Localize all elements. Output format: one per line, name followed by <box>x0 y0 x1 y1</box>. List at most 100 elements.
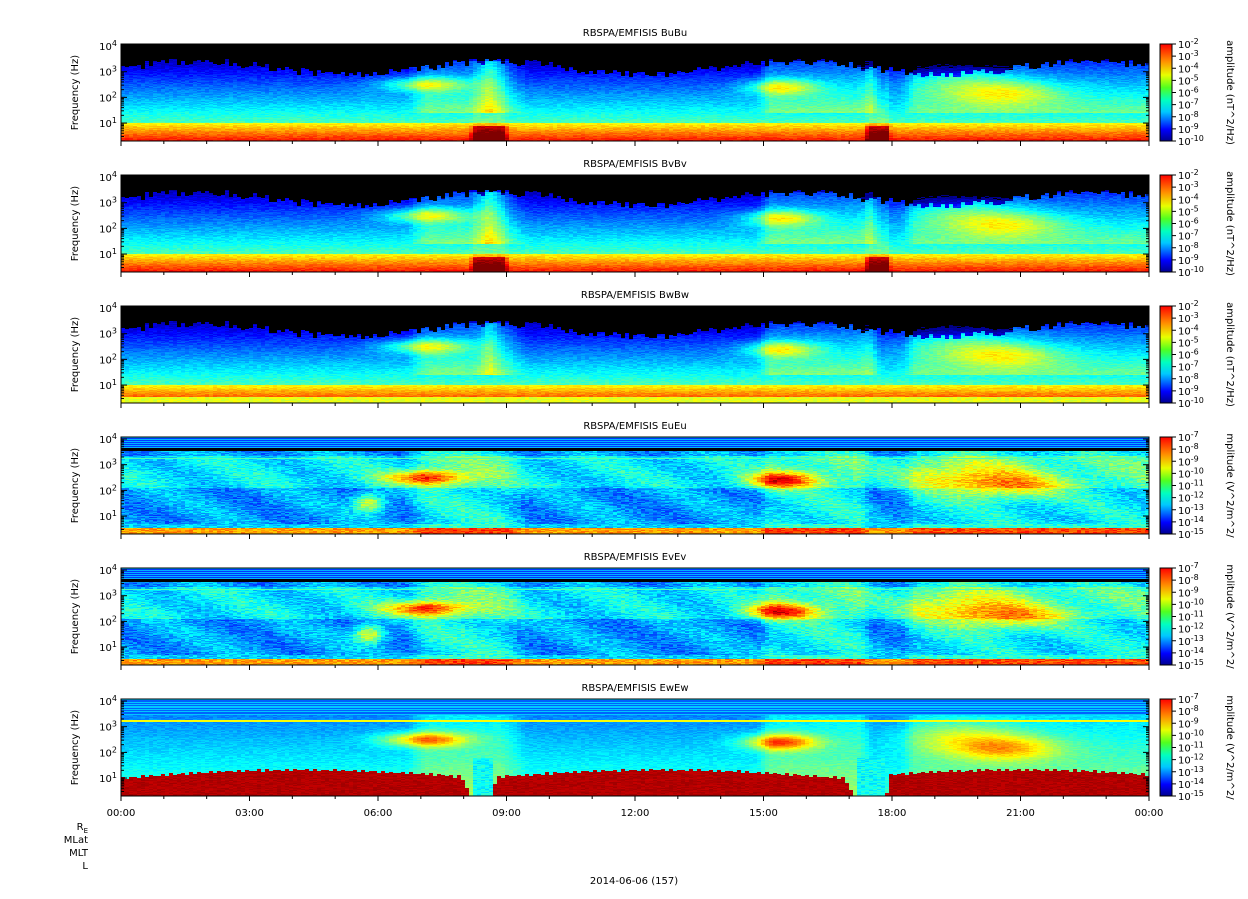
colorbar-tick-label: 10-7 <box>1178 98 1199 112</box>
y-tick-label: 102 <box>99 483 117 497</box>
y-tick-label: 101 <box>99 247 117 261</box>
y-tick-label: 103 <box>99 196 117 210</box>
ephemeris-label-re: RE <box>77 822 88 835</box>
y-axis-label: Frequency (Hz) <box>70 317 81 393</box>
colorbar-tick-label: 10-6 <box>1178 217 1199 231</box>
y-tick-label: 103 <box>99 589 117 603</box>
colorbar-tick-label: 10-8 <box>1178 704 1199 718</box>
y-tick-label: 101 <box>99 378 117 392</box>
colorbar-tick-label: 10-9 <box>1178 716 1199 730</box>
y-tick-label: 101 <box>99 116 117 130</box>
colorbar-tick-label: 10-2 <box>1178 299 1199 313</box>
colorbar-tick-label: 10-8 <box>1178 442 1199 456</box>
colorbar <box>1159 174 1173 273</box>
y-tick-label: 103 <box>99 65 117 79</box>
date-label: 2014-06-06 (157) <box>590 876 678 887</box>
colorbar-tick-label: 10-9 <box>1178 384 1199 398</box>
y-tick-label: 104 <box>99 432 117 446</box>
colorbar-tick-label: 10-5 <box>1178 204 1199 218</box>
spectrogram-panel-3: RBSPA/EMFISIS BwBw Frequency (Hz) 101 102 10… <box>70 290 1235 410</box>
colorbar-tick-label: 10-12 <box>1178 622 1204 636</box>
colorbar-tick-label: 10-13 <box>1178 765 1204 779</box>
colorbar-tick-label: 10-15 <box>1178 658 1204 672</box>
colorbar-tick-label: 10-12 <box>1178 753 1204 767</box>
colorbar-tick-label: 10-13 <box>1178 503 1204 517</box>
ephemeris-label-mlt: MLT <box>69 848 89 859</box>
colorbar-tick-label: 10-9 <box>1178 585 1199 599</box>
colorbar-tick-label: 10-14 <box>1178 777 1204 791</box>
colorbar-tick-label: 10-3 <box>1178 311 1199 325</box>
colorbar-tick-label: 10-10 <box>1178 396 1204 410</box>
colorbar-tick-label: 10-3 <box>1178 49 1199 63</box>
y-tick-label: 102 <box>99 221 117 235</box>
spectrogram-image <box>121 437 1149 534</box>
colorbar-tick-label: 10-10 <box>1178 134 1204 148</box>
y-tick-label: 103 <box>99 458 117 472</box>
colorbar-tick-label: 10-5 <box>1178 73 1199 87</box>
ephemeris-label-l: L <box>82 861 88 872</box>
y-axis-label: Frequency (Hz) <box>70 55 81 131</box>
y-tick-label: 102 <box>99 745 117 759</box>
y-tick-label: 104 <box>99 563 117 577</box>
colorbar-tick-label: 10-8 <box>1178 241 1199 255</box>
y-tick-label: 104 <box>99 170 117 184</box>
colorbar-tick-label: 10-4 <box>1178 323 1199 337</box>
spectrogram-panel-4: RBSPA/EMFISIS EuEu Frequency (Hz) 101 102 10… <box>70 421 1235 541</box>
spectrogram-panel-2: RBSPA/EMFISIS BvBv Frequency (Hz) 101 102 10… <box>70 159 1235 279</box>
colorbar-tick-label: 10-8 <box>1178 372 1199 386</box>
spectrogram-panel-5: RBSPA/EMFISIS EvEv Frequency (Hz) 101 102 10… <box>70 552 1235 672</box>
spectrogram-image <box>121 306 1149 403</box>
colorbar <box>1159 436 1173 535</box>
colorbar <box>1159 43 1173 142</box>
colorbar-tick-label: 10-7 <box>1178 229 1199 243</box>
y-axis-label: Frequency (Hz) <box>70 579 81 655</box>
spectrogram-image <box>121 568 1149 665</box>
colorbar-tick-label: 10-15 <box>1178 527 1204 541</box>
colorbar-tick-label: 10-3 <box>1178 180 1199 194</box>
y-tick-label: 103 <box>99 720 117 734</box>
colorbar-tick-label: 10-2 <box>1178 37 1199 51</box>
panel-title: RBSPA/EMFISIS EwEw <box>581 683 688 694</box>
colorbar-tick-label: 10-4 <box>1178 192 1199 206</box>
x-tick-label: 00:00 <box>107 808 136 819</box>
figure-footer: RE MLat MLT L 2014-06-06 (157) <box>64 822 678 887</box>
spectrogram-image <box>121 175 1149 272</box>
colorbar-tick-label: 10-7 <box>1178 692 1199 706</box>
colorbar-label: mplitude (V^2/m^2/ <box>1224 433 1235 538</box>
colorbar-tick-label: 10-13 <box>1178 634 1204 648</box>
y-tick-label: 101 <box>99 640 117 654</box>
colorbar-tick-label: 10-15 <box>1178 789 1204 803</box>
colorbar-tick-label: 10-4 <box>1178 61 1199 75</box>
colorbar-tick-label: 10-11 <box>1178 479 1204 493</box>
colorbar-label: mplitude (V^2/m^2/ <box>1224 564 1235 669</box>
y-tick-label: 102 <box>99 90 117 104</box>
panel-title: RBSPA/EMFISIS BwBw <box>581 290 689 301</box>
colorbar-label: mplitude (V^2/m^2/ <box>1224 695 1235 800</box>
x-tick-label: 21:00 <box>1006 808 1035 819</box>
colorbar-tick-label: 10-10 <box>1178 466 1204 480</box>
colorbar-label: amplitude (nT^2/Hz) <box>1224 302 1235 407</box>
spectrogram-panel-6: RBSPA/EMFISIS EwEw Frequency (Hz) 101 102 10… <box>70 683 1235 819</box>
colorbar-tick-label: 10-14 <box>1178 646 1204 660</box>
colorbar-tick-label: 10-11 <box>1178 741 1204 755</box>
spectrogram-image <box>121 44 1149 141</box>
colorbar-tick-label: 10-7 <box>1178 360 1199 374</box>
y-tick-label: 104 <box>99 39 117 53</box>
colorbar-tick-label: 10-10 <box>1178 265 1204 279</box>
colorbar-tick-label: 10-6 <box>1178 348 1199 362</box>
x-tick-label: 00:00 <box>1135 808 1164 819</box>
spectrogram-image <box>121 699 1149 796</box>
colorbar-tick-label: 10-12 <box>1178 491 1204 505</box>
colorbar-tick-label: 10-8 <box>1178 110 1199 124</box>
colorbar-tick-label: 10-9 <box>1178 253 1199 267</box>
x-tick-label: 09:00 <box>492 808 521 819</box>
colorbar-tick-label: 10-6 <box>1178 86 1199 100</box>
colorbar-tick-label: 10-7 <box>1178 561 1199 575</box>
ephemeris-label-mlat: MLat <box>64 835 88 846</box>
colorbar-tick-label: 10-5 <box>1178 335 1199 349</box>
y-tick-label: 104 <box>99 301 117 315</box>
colorbar <box>1159 305 1173 404</box>
colorbar <box>1159 698 1173 797</box>
spectrogram-panel-1: RBSPA/EMFISIS BuBu Frequency (Hz) 101 102 10… <box>70 28 1235 148</box>
